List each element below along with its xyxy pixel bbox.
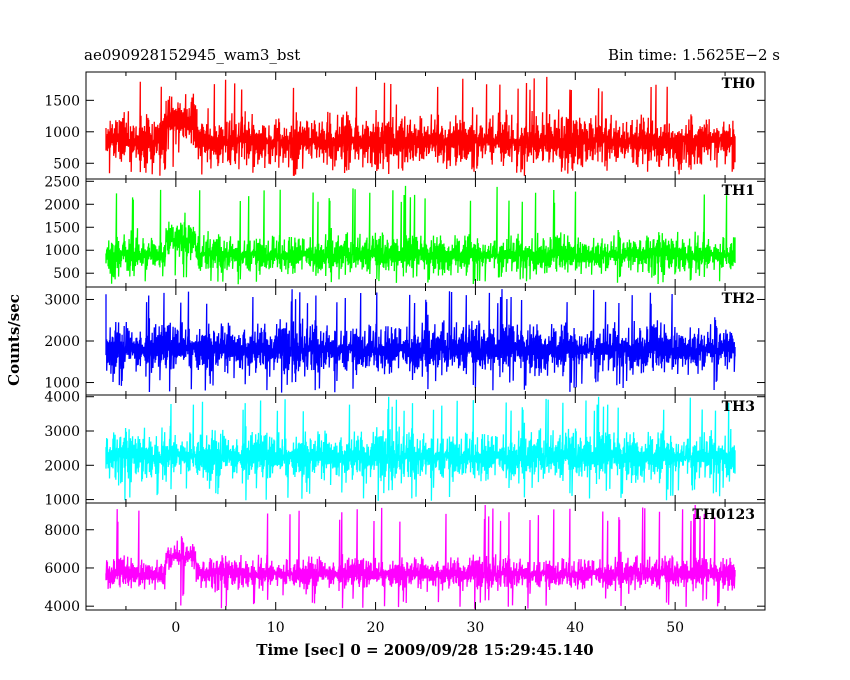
series-th0 [105,76,736,176]
y-tick-label: 3000 [44,424,80,440]
panels: 500 1000 1500 TH0 500 1000 1500 2000 2500 TH1 1000… [44,71,766,615]
panel-label: TH0123 [692,507,755,523]
y-tick-label: 2000 [44,334,80,350]
y-tick-label: 4000 [44,599,80,615]
figure-title: ae090928152945_wam3_bst [84,46,300,64]
y-tick-label: 2000 [44,197,80,213]
x-tick-label: 50 [666,620,684,636]
panel-label: TH2 [722,291,755,307]
y-tick-label: 6000 [44,561,80,577]
y-tick-label: 2500 [44,174,80,190]
y-tick-label: 1500 [44,93,80,109]
x-tick-label: 30 [467,620,485,636]
y-tick-label: 1000 [44,493,80,509]
panel-th2: 1000 2000 3000 TH2 [44,286,766,396]
x-tick-label: 20 [367,620,385,636]
y-tick-label: 4000 [44,390,80,406]
panel-th1: 500 1000 1500 2000 2500 TH1 [44,174,766,288]
y-tick-label: 1000 [44,125,80,141]
panel-th3: 1000 2000 3000 4000 TH3 [44,390,766,509]
y-tick-label: 500 [53,266,80,282]
y-axis-title: Counts/sec [5,294,23,386]
y-tick-label: 3000 [44,292,80,308]
series-th3 [105,396,736,501]
panel-label: TH1 [722,183,755,199]
y-tick-label: 1000 [44,243,80,259]
panel-th0123: 4000 6000 8000 TH0123 [44,502,766,615]
y-tick-label: 500 [53,156,80,172]
x-tick-label: 10 [267,620,285,636]
x-tick-label: 40 [566,620,584,636]
x-tick-label: 0 [171,620,180,636]
panel-label: TH3 [722,399,755,415]
bin-time-label: Bin time: 1.5625E−2 s [608,46,780,64]
series-th2 [105,289,736,393]
series-th1 [105,185,736,285]
y-tick-label: 8000 [44,523,80,539]
panel-label: TH0 [722,76,756,92]
x-axis-tick-labels: 0 10 20 30 40 50 [171,620,684,636]
y-tick-label: 2000 [44,458,80,474]
panel-th0: 500 1000 1500 TH0 [44,71,766,180]
y-tick-label: 1000 [44,376,80,392]
series-th0123 [105,504,736,609]
y-tick-label: 1500 [44,220,80,236]
x-axis-title: Time [sec] 0 = 2009/09/28 15:29:45.140 [256,641,593,659]
